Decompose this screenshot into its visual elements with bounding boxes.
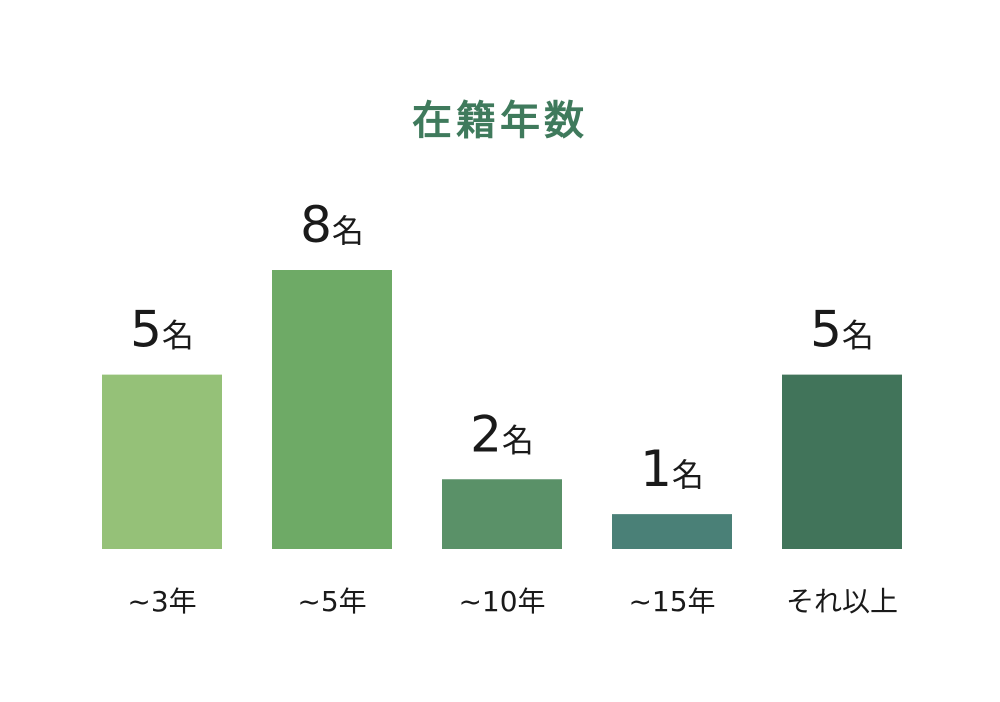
bar — [612, 514, 732, 549]
value-label: 8名 — [300, 196, 364, 254]
x-tick-label: ~10年 — [458, 585, 545, 618]
x-tick-label: ~3年 — [127, 585, 196, 618]
chart-title: 在籍年数 — [412, 98, 588, 144]
bar — [102, 374, 222, 549]
bar — [442, 479, 562, 549]
x-tick-label: それ以上 — [786, 585, 898, 618]
bar — [782, 374, 902, 549]
value-label: 2名 — [470, 405, 534, 463]
x-tick-label: ~15年 — [628, 585, 715, 618]
value-label: 1名 — [640, 440, 704, 498]
x-tick-label: ~5年 — [297, 585, 366, 618]
bar — [272, 270, 392, 549]
value-label: 5名 — [130, 301, 194, 359]
value-label: 5名 — [810, 301, 874, 359]
